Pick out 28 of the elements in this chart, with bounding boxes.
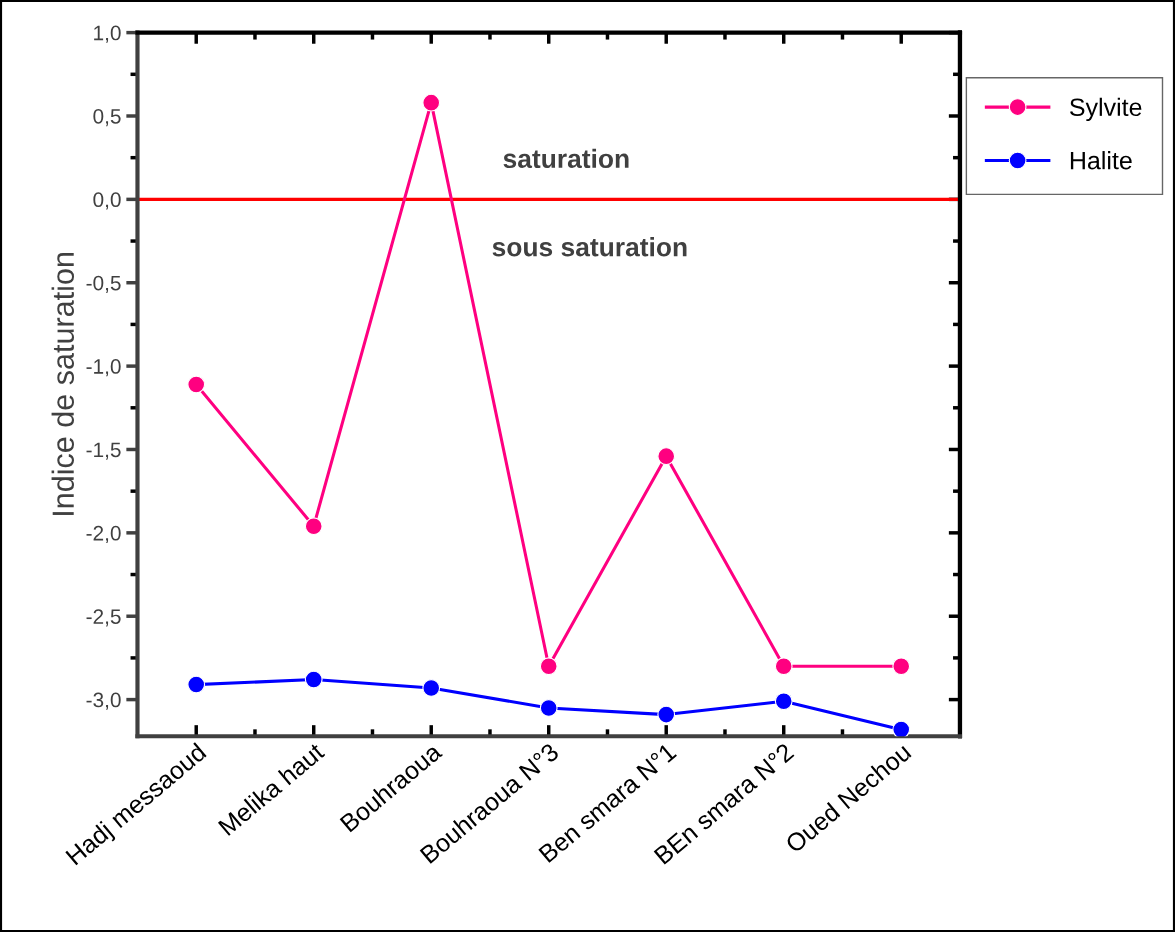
y-tick-label: -0,5 bbox=[86, 275, 121, 293]
point bbox=[539, 657, 558, 676]
legend-label: Halite bbox=[1070, 151, 1132, 170]
y-tick-label: 1,0 bbox=[94, 25, 121, 43]
point bbox=[657, 705, 676, 724]
point bbox=[774, 692, 793, 711]
y-tick-label: 0,5 bbox=[93, 108, 121, 127]
point bbox=[892, 720, 911, 737]
point bbox=[539, 699, 558, 717]
point bbox=[187, 375, 206, 394]
y-tick-label: -3,0 bbox=[86, 692, 121, 710]
point bbox=[774, 657, 793, 676]
y-tick-label: -1,5 bbox=[86, 442, 121, 460]
y-tick-label: -2,5 bbox=[86, 609, 121, 627]
annotation: saturation bbox=[503, 148, 629, 169]
point bbox=[892, 657, 911, 676]
y-tick-label: 0,0 bbox=[93, 192, 121, 210]
point bbox=[657, 447, 676, 466]
point bbox=[422, 93, 441, 112]
legend-label: Sylvite bbox=[1070, 97, 1142, 122]
point bbox=[187, 675, 206, 694]
y-tick-label: -1,0 bbox=[86, 359, 121, 377]
point bbox=[304, 670, 323, 689]
annotation: sous saturation bbox=[492, 237, 687, 257]
point bbox=[304, 517, 323, 536]
y-tick-label: -2,0 bbox=[86, 525, 121, 544]
point bbox=[422, 679, 441, 697]
y-axis-title: Indice de saturation bbox=[51, 253, 75, 515]
